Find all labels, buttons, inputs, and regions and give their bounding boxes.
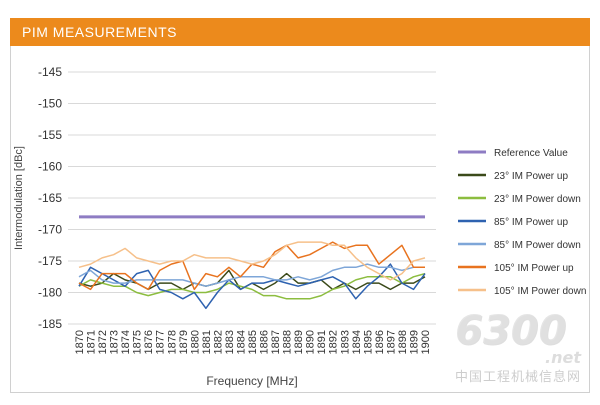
x-tick-label: 1880 [189, 330, 201, 354]
y-tick-label: -165 [38, 191, 62, 205]
legend-label: 23° IM Power up [494, 171, 568, 182]
y-tick-label: -180 [38, 286, 62, 300]
legend-label: 105° IM Power down [494, 286, 586, 297]
x-tick-label: 1896 [374, 330, 386, 354]
x-tick-label: 1899 [408, 330, 420, 354]
x-tick-label: 1892 [328, 330, 340, 354]
y-tick-label: -175 [38, 254, 62, 268]
x-axis-title: Frequency [MHz] [206, 374, 297, 388]
legend-label: Reference Value [494, 148, 568, 159]
x-tick-label: 1872 [97, 330, 109, 354]
x-tick-label: 1882 [212, 330, 224, 354]
watermark-text: 中国工程机械信息网 [455, 370, 582, 385]
series-line-6 [78, 241, 426, 281]
x-tick-label: 1888 [282, 330, 294, 354]
x-tick-label: 1889 [293, 330, 305, 354]
x-tick-label: 1897 [385, 330, 397, 354]
series-line-3 [78, 263, 426, 310]
x-tick-label: 1887 [270, 330, 282, 354]
x-tick-label: 1875 [132, 330, 144, 354]
series-line-2 [78, 272, 426, 300]
x-tick-label: 1876 [143, 330, 155, 354]
y-axis-title: Intermodulation [dBc] [13, 146, 25, 250]
x-tick-label: 1884 [235, 330, 247, 354]
x-tick-label: 1871 [86, 330, 98, 354]
x-tick-label: 1895 [362, 330, 374, 354]
y-tick-label: -145 [38, 65, 62, 79]
watermark: 6300 .net 中国工程机械信息网 [455, 308, 600, 388]
y-tick-label: -170 [38, 223, 62, 237]
legend-label: 85° IM Power up [494, 217, 568, 228]
x-tick-label: 1878 [166, 330, 178, 354]
x-tick-label: 1894 [351, 330, 363, 354]
x-tick-label: 1890 [305, 330, 317, 354]
x-tick-label: 1893 [339, 330, 351, 354]
x-tick-label: 1900 [420, 330, 432, 354]
x-tick-label: 1898 [397, 330, 409, 354]
y-tick-label: -160 [38, 160, 62, 174]
x-tick-label: 1883 [224, 330, 236, 354]
x-tick-label: 1891 [316, 330, 328, 354]
y-tick-label: -155 [38, 128, 62, 142]
chart-title: PIM MEASUREMENTS [22, 24, 178, 40]
x-tick-label: 1870 [74, 330, 86, 354]
legend-label: 23° IM Power down [494, 194, 581, 205]
watermark-number: 6300 [455, 308, 567, 354]
series-line-4 [78, 263, 425, 287]
x-tick-label: 1881 [201, 330, 213, 354]
x-tick-label: 1877 [155, 330, 167, 354]
legend-label: 85° IM Power down [494, 240, 581, 251]
chart-header: PIM MEASUREMENTS [10, 18, 590, 46]
watermark-suffix: .net [545, 348, 581, 367]
legend-label: 105° IM Power up [494, 263, 574, 274]
x-tick-label: 1873 [109, 330, 121, 354]
x-tick-label: 1886 [259, 330, 271, 354]
x-tick-label: 1879 [178, 330, 190, 354]
y-tick-label: -185 [38, 317, 62, 331]
x-tick-label: 1874 [120, 330, 132, 354]
x-tick-label: 1885 [247, 330, 259, 354]
y-tick-label: -150 [38, 97, 62, 111]
